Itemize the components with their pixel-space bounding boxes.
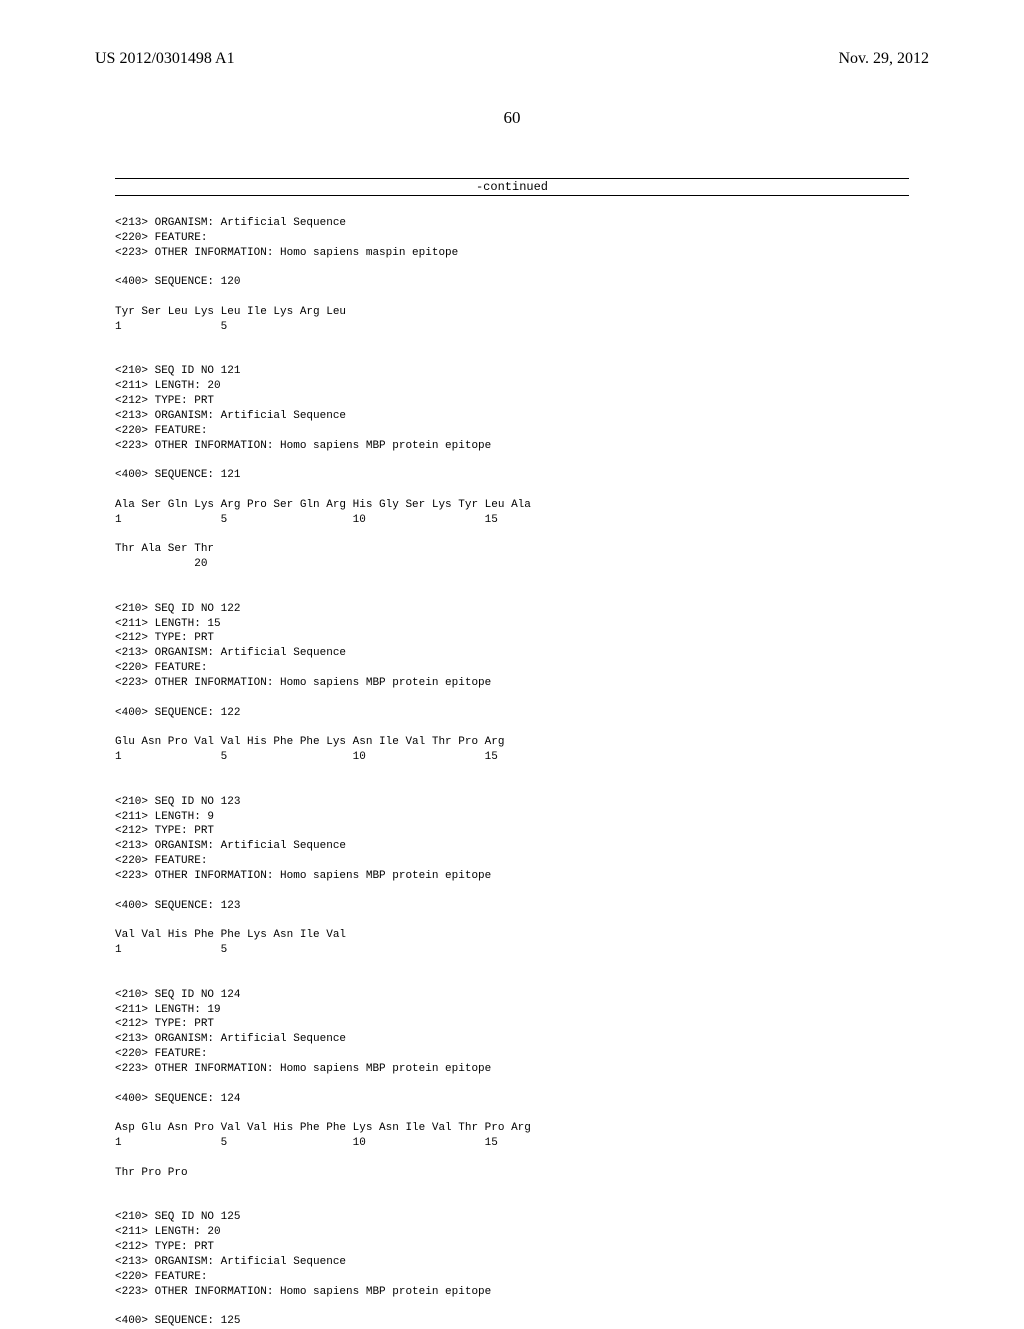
seq125-header: <210> SEQ ID NO 125 <211> LENGTH: 20 <21… xyxy=(115,1211,491,1327)
seq122-header: <210> SEQ ID NO 122 <211> LENGTH: 15 <21… xyxy=(115,603,491,719)
seq124-numbers-1: 1 5 10 15 xyxy=(115,1137,498,1149)
patent-page: US 2012/0301498 A1 Nov. 29, 2012 60 -con… xyxy=(0,0,1024,1320)
seq122-numbers: 1 5 10 15 xyxy=(115,751,498,763)
seq121-numbers-2: 20 xyxy=(115,558,207,570)
seq124-header: <210> SEQ ID NO 124 <211> LENGTH: 19 <21… xyxy=(115,989,491,1105)
page-header: US 2012/0301498 A1 Nov. 29, 2012 xyxy=(95,50,929,68)
seq120-numbers: 1 5 xyxy=(115,321,227,333)
seq123-header: <210> SEQ ID NO 123 <211> LENGTH: 9 <212… xyxy=(115,796,491,912)
seq123-numbers: 1 5 xyxy=(115,944,227,956)
seq121-numbers-1: 1 5 10 15 xyxy=(115,514,498,526)
publication-date: Nov. 29, 2012 xyxy=(838,50,929,68)
sequence-listing: <213> ORGANISM: Artificial Sequence <220… xyxy=(115,201,909,1329)
publication-number: US 2012/0301498 A1 xyxy=(95,50,235,68)
seq120-residues: Tyr Ser Leu Lys Leu Ile Lys Arg Leu xyxy=(115,306,346,318)
seq123-residues: Val Val His Phe Phe Lys Asn Ile Val xyxy=(115,929,346,941)
continued-label: -continued xyxy=(115,178,909,196)
seq120-header: <213> ORGANISM: Artificial Sequence <220… xyxy=(115,217,458,288)
seq121-header: <210> SEQ ID NO 121 <211> LENGTH: 20 <21… xyxy=(115,365,491,481)
page-number: 60 xyxy=(95,108,929,128)
seq124-residues-2: Thr Pro Pro xyxy=(115,1167,188,1179)
seq122-residues: Glu Asn Pro Val Val His Phe Phe Lys Asn … xyxy=(115,736,504,748)
seq124-residues-1: Asp Glu Asn Pro Val Val His Phe Phe Lys … xyxy=(115,1122,531,1134)
seq121-residues-2: Thr Ala Ser Thr xyxy=(115,543,214,555)
seq121-residues-1: Ala Ser Gln Lys Arg Pro Ser Gln Arg His … xyxy=(115,499,531,511)
